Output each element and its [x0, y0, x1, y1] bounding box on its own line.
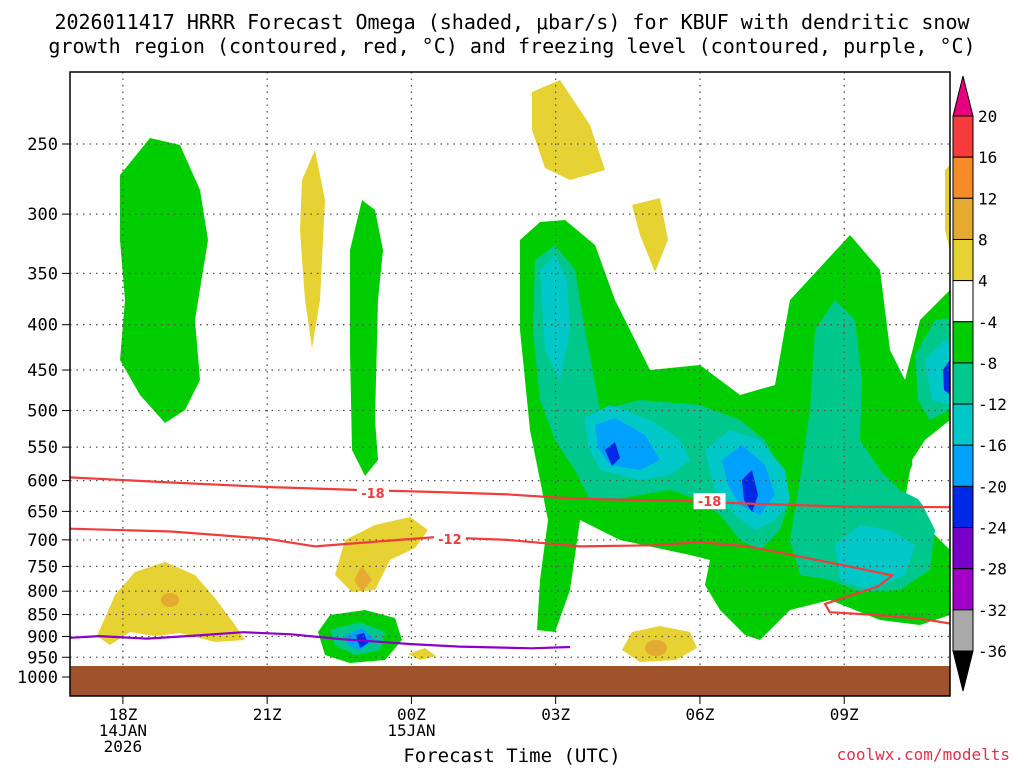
omega-neg-region: [540, 255, 570, 380]
y-tick-label: 750: [27, 557, 58, 577]
colorbar-label: 12: [978, 189, 997, 208]
omega-pos-core: [354, 566, 372, 592]
colorbar-swatch: [952, 156, 974, 199]
colorbar-label: -32: [978, 601, 1007, 620]
colorbar-swatch: [952, 238, 974, 282]
ground-below-surface: [70, 666, 950, 696]
chart-title-line1: 2026011417 HRRR Forecast Omega (shaded, …: [54, 10, 970, 34]
colorbar-swatch: [952, 444, 974, 487]
x-tick-label: 06Z: [685, 705, 714, 724]
contour-line--18: [70, 476, 950, 509]
y-axis-pressure: 2503003504004505005506006507007508008509…: [17, 135, 70, 688]
x-tick-year: 2026: [104, 737, 143, 756]
colorbar-label: 16: [978, 148, 997, 167]
omega-neg-region: [835, 525, 915, 590]
y-tick-label: 850: [27, 606, 58, 626]
colorbar-label: -8: [978, 354, 997, 373]
y-tick-label: 650: [27, 502, 58, 522]
omega-pos-region: [335, 517, 428, 592]
colorbar-label: -4: [978, 313, 997, 332]
y-tick-label: 450: [27, 361, 58, 381]
omega-pos-region: [532, 80, 605, 180]
x-tick-date: 15JAN: [387, 721, 435, 740]
omega-neg-region: [925, 340, 950, 405]
omega-shading: [70, 80, 950, 696]
colorbar-label: 4: [978, 272, 988, 291]
chart-title-line2: growth region (contoured, red, °C) and f…: [48, 34, 976, 58]
colorbar-label: -36: [978, 642, 1007, 661]
colorbar-label: 8: [978, 230, 988, 249]
y-tick-label: 400: [27, 316, 58, 336]
omega-neg-region: [120, 138, 208, 423]
contour-label: -18: [361, 487, 385, 502]
x-axis-title: Forecast Time (UTC): [403, 745, 621, 767]
x-tick-label: 09Z: [830, 705, 859, 724]
contour-label: -18: [698, 495, 722, 510]
colorbar-swatch: [952, 485, 974, 529]
colorbar-swatch: [952, 280, 974, 323]
colorbar-legend: 20 16 12 8 4 -4 -8 -12 -16 -20 -24 -28 -32 -36: [952, 75, 1007, 692]
y-tick-label: 900: [27, 627, 58, 647]
colorbar-swatch: [952, 568, 974, 611]
colorbar-swatch: [952, 609, 974, 652]
omega-pos-region: [300, 150, 325, 348]
y-tick-label: 1000: [17, 668, 58, 688]
y-tick-label: 950: [27, 648, 58, 668]
x-tick-label: 21Z: [253, 705, 282, 724]
contour-line-0: [70, 631, 571, 650]
omega-pos-core: [645, 640, 667, 656]
colorbar-label: -16: [978, 436, 1007, 455]
y-tick-label: 550: [27, 438, 58, 458]
omega-neg-region: [790, 300, 935, 592]
contour-labels: -18 -12 -18: [356, 485, 726, 548]
colorbar-swatch: [952, 527, 974, 570]
colorbar-label: -20: [978, 477, 1007, 496]
x-tick-label: 03Z: [541, 705, 570, 724]
colorbar-label: -24: [978, 519, 1007, 538]
chart-grid: [70, 72, 950, 666]
y-tick-label: 800: [27, 582, 58, 602]
omega-neg-core: [605, 442, 620, 466]
contour-label: -12: [438, 533, 462, 548]
temperature-contours: [70, 476, 950, 650]
omega-zero-region: [912, 425, 950, 520]
y-tick-label: 500: [27, 402, 58, 422]
y-tick-label: 250: [27, 135, 58, 155]
colorbar-swatch: [952, 403, 974, 446]
y-tick-label: 600: [27, 472, 58, 492]
y-tick-label: 700: [27, 531, 58, 551]
x-tick-date: 14JAN: [99, 721, 147, 740]
omega-pos-core: [161, 593, 179, 607]
omega-pos-region: [632, 198, 668, 272]
omega-neg-region: [350, 200, 383, 476]
contour-line--12: [70, 527, 950, 625]
contour-label-bg: [693, 493, 726, 510]
contour-label-bg: [356, 485, 389, 502]
plot-frame: [69, 71, 951, 697]
x-tick-label: 18Z: [108, 705, 137, 724]
omega-neg-core: [943, 360, 950, 395]
colorbar-swatch: [952, 197, 974, 240]
colorbar-label: -28: [978, 560, 1007, 579]
colorbar-swatch: [952, 115, 974, 158]
x-tick-label: 00Z: [397, 705, 426, 724]
colorbar-swatch: [952, 362, 974, 405]
colorbar-top-arrow: [952, 75, 974, 117]
colorbar-bottom-arrow: [952, 650, 974, 692]
colorbar-swatch: [952, 321, 974, 364]
colorbar-label: 20: [978, 107, 997, 126]
y-tick-label: 350: [27, 264, 58, 284]
contour-label-bg: [433, 530, 466, 547]
y-tick-label: 300: [27, 205, 58, 225]
omega-pos-region: [408, 648, 436, 660]
source-credit: coolwx.com/modelts: [836, 745, 1010, 764]
omega-pos-region: [945, 165, 950, 250]
colorbar-label: -12: [978, 395, 1007, 414]
